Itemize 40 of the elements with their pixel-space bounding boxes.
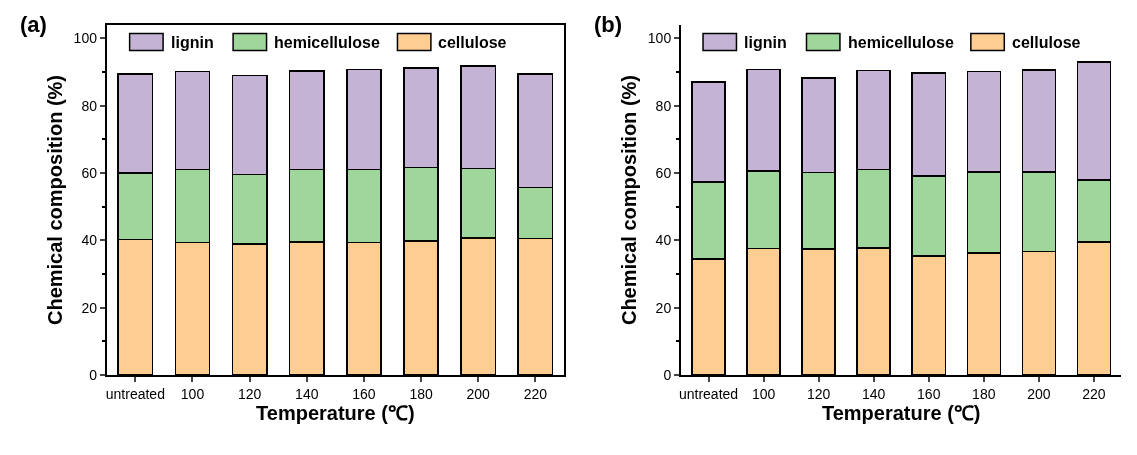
x-tick-label: 160 (352, 385, 376, 402)
y-tick-label: 80 (81, 97, 98, 114)
x-tick-label: untreated (105, 385, 165, 402)
x-axis-title: Temperature (℃) (256, 401, 415, 424)
x-tick-label: 100 (180, 385, 205, 402)
x-tick-label: 100 (751, 385, 776, 402)
x-tick-label: 120 (806, 385, 831, 402)
y-tick-label: 60 (81, 164, 98, 181)
y-axis-title: Chemical composition (%) (43, 75, 66, 326)
chart-title: (b) (594, 12, 623, 37)
y-tick-label: 20 (81, 299, 98, 316)
x-tick-label: 140 (862, 385, 886, 402)
x-tick-label: 220 (523, 385, 548, 402)
legend-label: lignin (171, 34, 214, 51)
y-tick-label: 40 (81, 232, 98, 249)
legend-label: lignin (744, 34, 787, 51)
legend-label: hemicellulose (848, 34, 954, 51)
y-tick-label: 20 (655, 299, 672, 316)
x-tick-label: 160 (917, 385, 941, 402)
x-tick-label: 200 (1027, 385, 1051, 402)
y-tick-label: 0 (663, 366, 672, 383)
x-tick-label: 140 (295, 385, 319, 402)
y-tick-label: 80 (655, 97, 672, 114)
y-tick-label: 60 (655, 164, 672, 181)
y-tick-label: 100 (647, 30, 672, 47)
y-tick-label: 100 (73, 30, 98, 47)
legend-label: cellulose (1012, 34, 1081, 51)
x-tick-label: 180 (972, 385, 996, 402)
x-axis-title: Temperature (℃) (821, 401, 981, 424)
x-tick-label: 120 (237, 385, 262, 402)
chart-title: (a) (20, 12, 47, 37)
legend-label: cellulose (438, 34, 507, 51)
x-tick-label: 200 (466, 385, 491, 402)
y-tick-label: 40 (655, 232, 672, 249)
x-tick-label: 220 (1082, 385, 1106, 402)
x-tick-label: 180 (409, 385, 433, 402)
y-axis-title: Chemical composition (%) (617, 75, 640, 326)
y-tick-label: 0 (89, 366, 98, 383)
legend-label: hemicellulose (274, 34, 380, 51)
x-tick-label: untreated (678, 385, 739, 402)
